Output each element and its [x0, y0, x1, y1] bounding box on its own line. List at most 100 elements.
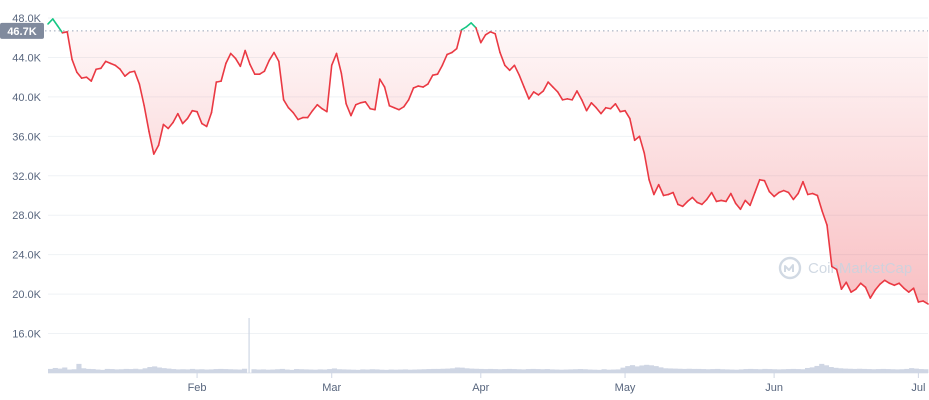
price-segment: [523, 86, 530, 100]
price-segment: [71, 58, 78, 74]
volume-bar: [62, 367, 68, 373]
price-segment: [696, 201, 703, 206]
price-segment: [864, 286, 872, 299]
price-segment: [479, 33, 487, 44]
price-segment: [196, 110, 203, 125]
volume-bar: [90, 369, 96, 373]
price-segment: [225, 52, 232, 65]
volume-bar: [629, 365, 636, 373]
volume-bar: [166, 368, 172, 373]
volume-bar: [530, 368, 536, 373]
volume-bar: [355, 369, 361, 373]
volume-bar: [866, 369, 872, 373]
volume-bar: [279, 368, 285, 373]
price-segment: [831, 265, 838, 271]
volume-bar: [431, 368, 437, 373]
price-segment: [744, 199, 751, 207]
price-segment: [330, 52, 338, 67]
price-segment: [321, 107, 328, 113]
volume-bar: [398, 369, 404, 373]
volume-bar: [322, 369, 328, 373]
price-segment: [648, 178, 655, 196]
volume-bar: [114, 369, 120, 373]
volume-bar: [904, 368, 910, 373]
price-segment: [624, 109, 631, 120]
volume-bar: [658, 367, 664, 373]
volume-bar: [587, 369, 593, 373]
volume-bar: [369, 369, 375, 373]
volume-bar: [601, 369, 607, 373]
price-segment: [903, 287, 910, 293]
price-segment: [205, 111, 213, 128]
x-tick-label: Apr: [472, 382, 489, 394]
price-segment: [249, 63, 256, 76]
volume-bar: [118, 369, 125, 373]
price-segment: [576, 90, 583, 101]
volume-bar: [653, 366, 659, 373]
volume-bar: [672, 368, 678, 373]
price-segment: [278, 60, 285, 101]
price-segment: [186, 109, 194, 120]
volume-bar: [232, 369, 238, 373]
price-segment: [244, 49, 251, 66]
volume-bar: [412, 369, 418, 373]
price-segment: [460, 26, 468, 31]
volume-bar: [152, 366, 158, 373]
price-segment: [220, 62, 227, 82]
price-segment: [100, 60, 107, 70]
x-tick-label: Jun: [765, 382, 783, 394]
price-segment: [499, 51, 506, 67]
price-segment: [792, 192, 799, 201]
volume-bar: [838, 368, 844, 373]
y-tick-label: 28.0K: [12, 210, 41, 222]
price-segment: [340, 72, 347, 105]
volume-bar: [194, 369, 200, 373]
volume-bar: [492, 369, 498, 373]
volume-bar: [748, 368, 754, 373]
volume-bar: [724, 369, 730, 373]
volume-bar: [525, 369, 531, 373]
price-segment: [80, 76, 88, 79]
price-segment: [552, 86, 559, 93]
price-segment: [797, 180, 804, 195]
volume-bar: [786, 369, 792, 373]
volume-bar: [294, 369, 300, 373]
x-tick-label: May: [615, 382, 636, 394]
volume-bar: [147, 367, 153, 373]
price-segment: [730, 192, 737, 205]
y-axis-ticks: 16.0K 20.0K 24.0K 28.0K 32.0K 36.0K 40.0K 44.0K…: [12, 13, 41, 341]
volume-bar: [402, 369, 408, 373]
volume-bar: [289, 369, 295, 373]
price-segment: [528, 91, 535, 100]
volume-bar: [890, 369, 896, 373]
price-segment: [379, 78, 386, 88]
price-segment: [888, 282, 896, 287]
price-segment: [475, 27, 482, 44]
price-segment: [393, 106, 400, 111]
price-segment: [489, 31, 497, 35]
price-segment: [653, 183, 660, 196]
price-segment: [802, 180, 809, 196]
volume-bar: [606, 369, 612, 373]
volume-bar: [549, 369, 555, 373]
volume-bar: [189, 368, 196, 373]
price-segment: [446, 51, 453, 56]
price-segment: [345, 102, 352, 117]
volume-bar: [502, 369, 508, 373]
price-segment: [258, 70, 266, 76]
volume-bar: [894, 369, 901, 373]
price-segment: [595, 106, 602, 115]
watermark: CoinMarketCap: [778, 256, 912, 280]
price-segment: [282, 99, 290, 109]
volume-bar: [393, 369, 399, 373]
volume-bar: [667, 368, 673, 373]
price-segment: [407, 87, 415, 101]
volume-bar: [639, 365, 645, 373]
price-segment: [763, 179, 771, 193]
price-segment: [667, 191, 674, 196]
price-segment: [369, 107, 376, 111]
price-segment: [605, 106, 612, 110]
price-segment: [508, 64, 516, 72]
volume-bar: [540, 369, 546, 373]
price-segment: [566, 98, 573, 101]
